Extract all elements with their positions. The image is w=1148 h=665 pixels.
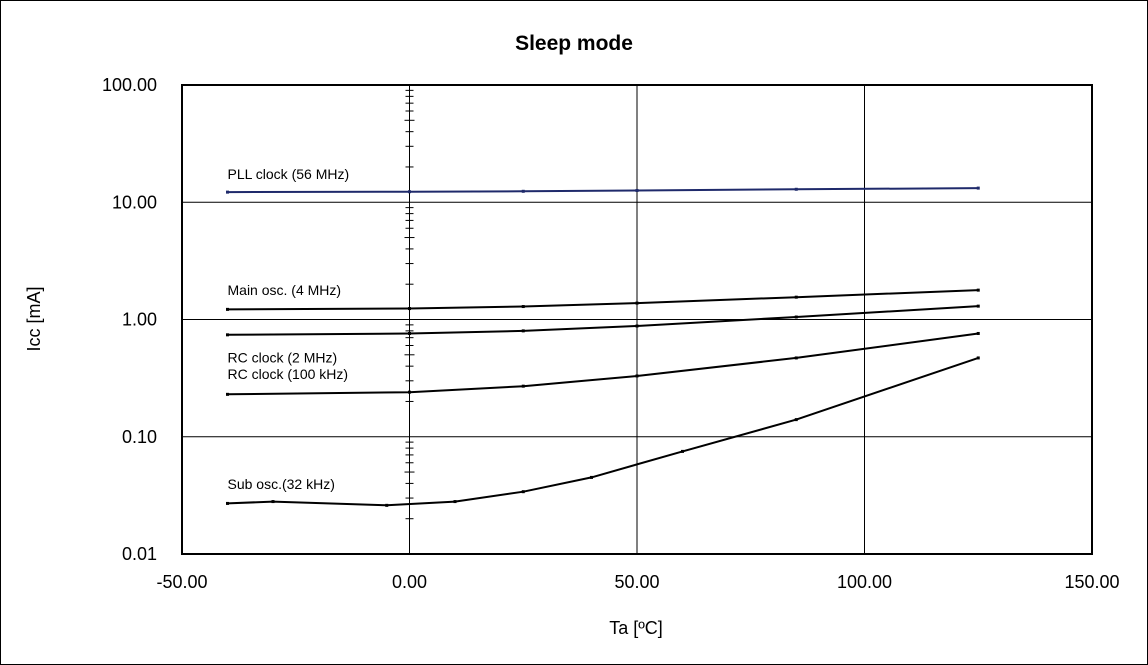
- x-tick-label: -50.00: [156, 572, 207, 592]
- y-tick-label: 1.00: [122, 310, 157, 330]
- data-point: [521, 189, 525, 193]
- data-point: [226, 307, 229, 311]
- data-point: [976, 288, 980, 292]
- minor-tick-marks: [404, 89, 415, 520]
- data-point: [635, 188, 639, 192]
- x-tick-label: 0.00: [392, 572, 427, 592]
- data-point: [226, 392, 229, 396]
- series-line: [227, 305, 979, 336]
- data-point: [976, 331, 980, 335]
- series-label: RC clock (100 kHz): [228, 366, 349, 382]
- x-axis-label: Ta [ºC]: [609, 618, 663, 638]
- y-tick-labels: 0.01 0.10 1.00 10.00 100.00: [102, 75, 157, 564]
- series-line: [227, 187, 979, 194]
- data-point: [271, 500, 275, 504]
- y-tick-label: 100.00: [102, 75, 157, 95]
- y-tick-label: 0.10: [122, 427, 157, 447]
- data-point: [453, 500, 457, 504]
- data-point: [408, 307, 411, 311]
- data-point: [635, 301, 639, 305]
- data-point: [681, 449, 684, 453]
- x-tick-label: 150.00: [1064, 572, 1119, 592]
- data-point: [226, 333, 229, 337]
- data-point: [385, 503, 389, 507]
- data-point: [521, 329, 525, 333]
- data-point: [976, 186, 980, 190]
- series-line: [227, 332, 979, 396]
- series-label: PLL clock (56 MHz): [228, 166, 350, 182]
- data-point: [635, 374, 639, 378]
- y-tick-label: 0.01: [122, 544, 157, 564]
- data-point: [794, 295, 798, 299]
- data-point: [976, 356, 980, 360]
- data-point: [794, 187, 798, 191]
- series-lines: [226, 186, 980, 507]
- x-tick-labels: -50.00 0.00 50.00 100.00 150.00: [156, 572, 1119, 592]
- data-point: [226, 501, 229, 505]
- data-point: [590, 475, 593, 479]
- chart-title: Sleep mode: [515, 32, 633, 55]
- plot-area-border: [181, 84, 1093, 555]
- series-label: Main osc. (4 MHz): [228, 282, 342, 298]
- series-label: RC clock (2 MHz): [228, 349, 338, 365]
- y-axis-label: Icc [mA]: [24, 286, 44, 351]
- data-point: [521, 305, 525, 309]
- series-label: Sub osc.(32 kHz): [228, 476, 335, 492]
- series-labels: PLL clock (56 MHz) Main osc. (4 MHz) RC cl…: [228, 166, 350, 492]
- data-point: [976, 304, 980, 308]
- data-point: [408, 331, 411, 335]
- data-point: [635, 324, 639, 328]
- data-point: [521, 490, 525, 494]
- y-tick-label: 10.00: [112, 192, 157, 212]
- data-point: [408, 390, 411, 394]
- data-point: [794, 356, 798, 360]
- data-point: [408, 190, 411, 194]
- data-point: [794, 315, 798, 319]
- series-line: [227, 289, 979, 311]
- data-point: [521, 384, 525, 388]
- data-point: [226, 190, 229, 194]
- data-point: [794, 418, 798, 422]
- grid-lines: [182, 85, 1092, 554]
- x-tick-label: 50.00: [614, 572, 659, 592]
- x-tick-label: 100.00: [837, 572, 892, 592]
